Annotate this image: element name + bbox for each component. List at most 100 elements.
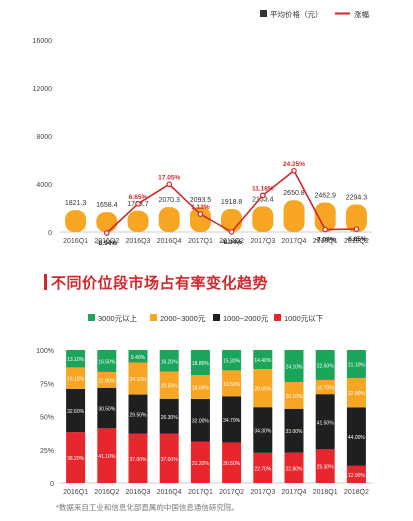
share-value-label: 34.70% (223, 418, 241, 424)
share-segment (315, 350, 335, 380)
share-segment (346, 378, 366, 408)
price-value-label: 2294.3 (346, 194, 368, 201)
share-value-label: 15.30% (223, 359, 241, 365)
y-tick-label: 0 (50, 481, 54, 488)
x-tick-label: 2016Q4 (157, 238, 182, 245)
share-segment (222, 396, 242, 443)
x-tick-label: 2018Q2 (344, 238, 369, 245)
share-value-label: 44.00% (348, 435, 366, 441)
share-value-label: 32.60% (67, 409, 85, 415)
x-tick-label: 2016Q1 (63, 238, 88, 245)
legend-label: 2000~3000元 (160, 314, 206, 323)
share-segment (159, 350, 179, 372)
share-segment (190, 350, 210, 376)
share-value-label: 12.90% (348, 473, 366, 479)
share-value-label: 25.30% (317, 465, 335, 471)
growth-point (291, 167, 297, 174)
share-value-label: 24.10% (286, 365, 304, 371)
x-tick-label: 2016Q2 (94, 238, 119, 245)
price-bar (283, 200, 305, 232)
x-tick-label: 2018Q1 (313, 489, 338, 496)
share-segment (253, 350, 273, 370)
growth-point (322, 226, 329, 233)
share-value-label: 16.20% (161, 359, 179, 365)
share-segment (222, 350, 242, 371)
share-segment (97, 428, 117, 483)
share-value-label: 14.40% (254, 358, 272, 364)
share-value-label: 34.30% (254, 428, 272, 434)
share-value-label: 32.00% (192, 419, 210, 425)
y-tick-label: 75% (40, 381, 54, 388)
share-value-label: 22.50% (317, 363, 335, 369)
legend-swatch (88, 314, 95, 321)
growth-point (353, 226, 360, 232)
share-segment (159, 433, 179, 483)
growth-value-label: 6.65% (129, 194, 148, 201)
share-value-label: 22.00% (348, 391, 366, 397)
x-tick-label: 2017Q2 (219, 238, 244, 245)
x-tick-label: 2017Q1 (188, 238, 213, 245)
share-segment (66, 350, 86, 368)
share-segment (66, 388, 86, 433)
share-value-label: 10.70% (317, 386, 335, 392)
price-bar (65, 210, 87, 232)
price-bar (96, 212, 118, 232)
share-value-label: 29.50% (130, 413, 148, 419)
section-title: 不同价位段市场占有率变化趋势 (44, 270, 268, 294)
growth-point (104, 230, 110, 236)
growth-point (166, 181, 173, 188)
share-segment (128, 362, 148, 395)
growth-value-label: -8.94% (96, 240, 117, 247)
growth-value-label: -8.34% (221, 239, 242, 246)
share-value-label: 38.20% (67, 456, 85, 462)
share-segment (346, 407, 366, 466)
share-segment (222, 442, 242, 483)
share-segment (315, 394, 335, 450)
share-segment (284, 408, 304, 453)
share-value-label: 13.10% (67, 357, 85, 363)
share-segment (253, 407, 273, 453)
price-value-label: 1821.3 (65, 200, 87, 207)
share-segment (284, 452, 304, 483)
price-value-label: 2133.4 (252, 196, 274, 203)
legend-label: 1000~2000元 (223, 314, 269, 323)
share-segment (190, 441, 210, 483)
y-tick-label: 8000 (36, 134, 52, 141)
share-chart: 3000元以上 2000~3000元 1000~2000元 1000元以下 0 25% 50… (36, 314, 372, 496)
legend-swatch (150, 314, 157, 321)
price-value-label: 1918.8 (221, 199, 243, 206)
price-value-label: 2093.5 (190, 197, 212, 204)
legend-label: 1000元以下 (284, 314, 324, 323)
share-value-label: 19.50% (223, 382, 241, 388)
x-tick-label: 2017Q4 (282, 489, 307, 496)
x-tick-label: 2017Q3 (250, 489, 275, 496)
share-value-label: 37.00% (161, 457, 179, 463)
share-segment (253, 369, 273, 408)
growth-value-label: 1.12% (191, 204, 210, 211)
price-bar (158, 207, 180, 232)
price-chart: 平均价格（元） 涨幅 0 4000 8000 12000 16000 1821.3 2016Q1… (33, 9, 372, 247)
price-bar (314, 202, 336, 232)
growth-point (135, 200, 141, 207)
share-segment (128, 433, 148, 483)
share-segment (97, 387, 117, 429)
share-value-label: 18.80% (192, 361, 210, 367)
share-value-label: 31.20% (192, 461, 210, 467)
share-value-label: 20.10% (286, 394, 304, 400)
share-segment (222, 370, 242, 397)
x-tick-label: 2018Q1 (313, 238, 338, 245)
share-segment (284, 350, 304, 383)
share-segment (315, 449, 335, 483)
price-bar (189, 206, 211, 232)
y-tick-label: 12000 (33, 86, 53, 93)
x-tick-label: 2017Q4 (282, 238, 307, 245)
price-bar (127, 210, 149, 232)
growth-value-label: 24.25% (283, 161, 305, 168)
y-tick-label: 25% (40, 448, 54, 455)
share-segment (190, 398, 210, 442)
source-note: *数据来自工业和信息化部直属的中国信息通信研究院。 (56, 503, 239, 512)
x-tick-label: 2016Q2 (94, 489, 119, 496)
legend-swatch (274, 314, 281, 321)
legend-label: 3000元以上 (98, 314, 138, 323)
price-value-label: 2462.9 (314, 192, 336, 199)
